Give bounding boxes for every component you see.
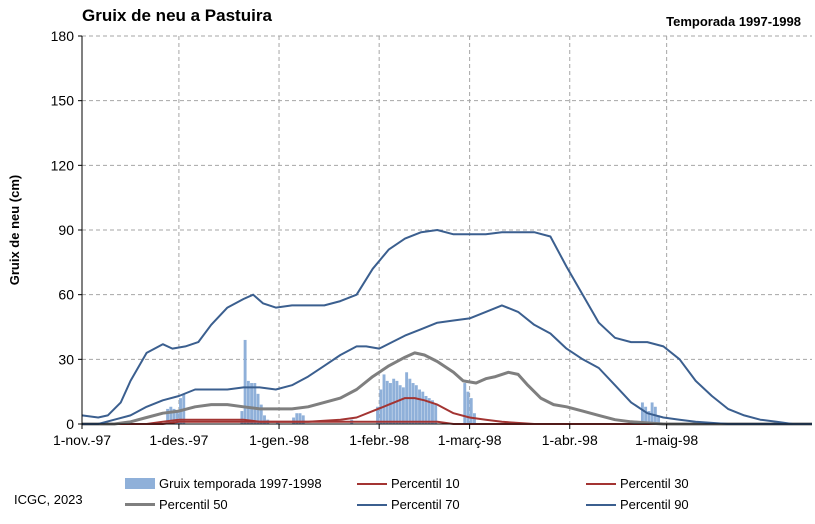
series-line-p90 xyxy=(81,229,812,425)
legend-swatch-bars xyxy=(125,478,155,489)
snow-depth-bar xyxy=(253,383,257,424)
y-tick-label: 30 xyxy=(58,351,74,367)
legend-label-p70: Percentil 70 xyxy=(391,497,460,512)
snow-depth-bar xyxy=(424,395,428,424)
y-tick-label: 60 xyxy=(58,287,74,303)
snow-depth-bar xyxy=(401,387,405,424)
y-tick-label: 0 xyxy=(66,416,74,432)
x-tick-label: 1-abr.-98 xyxy=(542,432,598,448)
snow-depth-bar xyxy=(166,408,170,424)
gridlines xyxy=(82,35,812,424)
snow-depth-bar xyxy=(298,413,302,424)
snow-depth-bar xyxy=(385,380,389,424)
snow-depth-bar xyxy=(644,406,648,424)
x-tick-label: 1-febr.-98 xyxy=(349,432,409,448)
season-label: Temporada 1997-1998 xyxy=(666,14,801,29)
snow-depth-bar xyxy=(301,415,305,424)
legend-swatch-p50 xyxy=(125,503,155,506)
snow-depth-bar xyxy=(392,378,396,424)
x-tick-label: 1-març-98 xyxy=(438,432,502,448)
snow-depth-bar xyxy=(275,421,279,424)
y-tick-label: 90 xyxy=(58,222,74,238)
series-line-p50 xyxy=(82,351,812,426)
legend-label-p50: Percentil 50 xyxy=(159,497,228,512)
snow-depth-bar xyxy=(640,402,644,424)
snow-depth-bar xyxy=(421,391,425,424)
y-tick-label: 180 xyxy=(51,28,75,44)
snow-depth-bar xyxy=(246,380,250,424)
line-series xyxy=(81,229,812,426)
series-line-p70 xyxy=(82,304,812,425)
snow-depth-bar xyxy=(463,383,467,424)
legend-swatch-p30 xyxy=(586,482,616,485)
y-tick-label: 120 xyxy=(51,157,75,173)
legend-label-p10: Percentil 10 xyxy=(391,476,460,491)
snow-depth-bar xyxy=(175,411,179,424)
snow-depth-bar xyxy=(263,415,266,424)
snow-depth-bar xyxy=(657,415,661,424)
snow-depth-bar xyxy=(382,374,386,424)
snow-depth-bar xyxy=(292,417,296,424)
snow-depth-bar xyxy=(418,389,421,424)
series-line-p30 xyxy=(82,397,812,425)
snow-depth-bar xyxy=(431,400,434,424)
snow-depth-bar xyxy=(398,385,402,424)
axes: 0 30 60 90 120 150 180 1-nov.-97 1-des.-97 1-gen.… xyxy=(51,28,812,448)
legend-swatch-p90 xyxy=(586,503,616,506)
legend-item-p50: Percentil 50 xyxy=(125,497,228,512)
legend-label-p90: Percentil 90 xyxy=(620,497,689,512)
snow-depth-bar xyxy=(650,402,654,424)
legend-swatch-p70 xyxy=(357,503,387,506)
snow-depth-bar xyxy=(376,406,380,424)
snow-depth-bar xyxy=(379,389,383,424)
x-tick-label: 1-des.-97 xyxy=(149,432,208,448)
legend-item-bars: Gruix temporada 1997-1998 xyxy=(125,476,322,491)
snow-depth-bar xyxy=(259,404,263,424)
snow-depth-bar xyxy=(434,404,438,424)
snow-depth-bar xyxy=(295,413,299,424)
x-tick-label: 1-maig-98 xyxy=(635,432,698,448)
snow-depth-bar xyxy=(395,380,399,424)
snow-depth-bar xyxy=(240,411,244,424)
snow-depth-bar xyxy=(172,408,176,424)
legend-swatch-p10 xyxy=(357,482,387,485)
y-axis-label: Gruix de neu (cm) xyxy=(7,175,22,286)
snow-depth-bar xyxy=(466,391,470,424)
x-tick-label: 1-nov.-97 xyxy=(53,432,111,448)
snow-depth-bar xyxy=(427,398,431,424)
legend-item-p10: Percentil 10 xyxy=(357,476,460,491)
snow-depth-bar xyxy=(414,385,418,424)
legend-item-p30: Percentil 30 xyxy=(586,476,689,491)
y-tick-label: 150 xyxy=(51,93,75,109)
snow-depth-bar xyxy=(411,383,415,424)
snow-depth-bar xyxy=(250,383,254,424)
footer-credit: ICGC, 2023 xyxy=(14,492,83,507)
snow-depth-bar xyxy=(408,378,412,424)
chart-title: Gruix de neu a Pastuira xyxy=(82,6,272,25)
legend-item-p70: Percentil 70 xyxy=(357,497,460,512)
snow-depth-bar xyxy=(469,398,473,424)
snow-depth-bar xyxy=(647,411,651,424)
x-tick-label: 1-gen.-98 xyxy=(249,432,309,448)
snow-depth-bar xyxy=(243,339,247,424)
snow-depth-bar xyxy=(169,406,173,424)
series-line-p10 xyxy=(82,420,812,425)
legend-item-p90: Percentil 90 xyxy=(586,497,689,512)
legend-label-bars: Gruix temporada 1997-1998 xyxy=(159,476,322,491)
legend-label-p30: Percentil 30 xyxy=(620,476,689,491)
